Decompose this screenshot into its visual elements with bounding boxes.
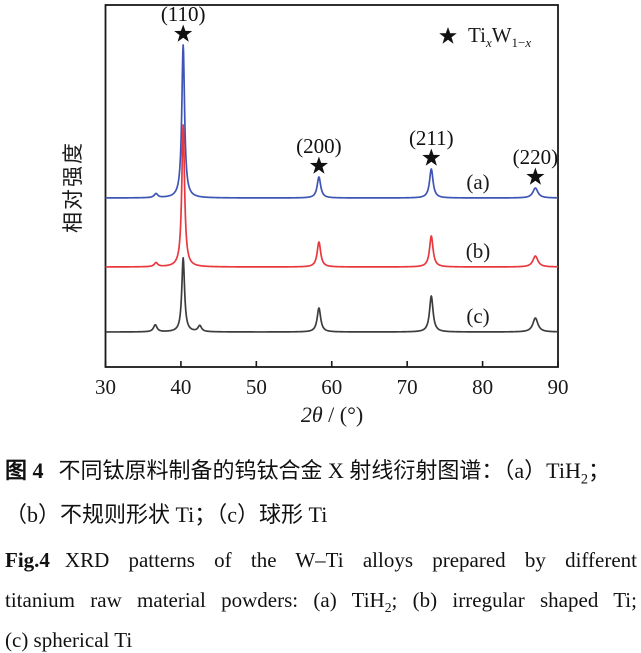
star-marker <box>526 167 545 185</box>
star-marker <box>309 156 328 174</box>
series-label-c: (c) <box>466 304 489 328</box>
plot-frame <box>104 4 559 368</box>
star-marker <box>422 148 441 166</box>
x-tick-label: 90 <box>548 375 569 399</box>
plot-canvas: 30 40 50 60 70 80 90 (a) (b) (c) (110) (200) (211) (2… <box>95 2 569 399</box>
star-marker <box>174 24 193 42</box>
legend: TixW1−x <box>438 23 532 51</box>
xrd-chart: 30 40 50 60 70 80 90 (a) (b) (c) (110) (200) (211) (2… <box>61 2 569 428</box>
caption-en-line3: (c) spherical Ti <box>5 628 133 652</box>
caption-zh-line1: 图 4 不同钛原料制备的钨钛合金 X 射线衍射图谱：（a）TiH2； <box>5 458 611 488</box>
caption-zh-fig-label: 图 4 <box>5 458 44 483</box>
caption-en-fig-label: Fig.4 <box>5 548 50 572</box>
x-axis-label: 2θ / (°) <box>301 402 363 428</box>
xrd-curve-a <box>105 44 559 199</box>
x-tick-label: 70 <box>397 375 418 399</box>
star-icon <box>439 26 457 44</box>
legend-formula: TixW1−x <box>468 23 532 51</box>
caption-zh-line2: （b）不规则形状 Ti；（c）球形 Ti <box>5 502 328 527</box>
peak-label: (200) <box>296 134 342 158</box>
xrd-curve-b <box>105 124 559 268</box>
peak-label: (211) <box>409 126 454 150</box>
x-tick-label: 30 <box>95 375 116 399</box>
x-axis-label-symbol: 2θ <box>300 402 323 427</box>
caption-en-line1: Fig.4 XRD patterns of the W–Ti alloys pre… <box>5 548 637 572</box>
figure-captions: 图 4 不同钛原料制备的钨钛合金 X 射线衍射图谱：（a）TiH2； （b）不规则… <box>5 449 637 653</box>
x-tick-label: 50 <box>246 375 267 399</box>
caption-en: Fig.4 XRD patterns of the W–Ti alloys pre… <box>5 540 637 653</box>
x-axis-label-unit: / (°) <box>322 402 364 427</box>
y-axis-label: 相对强度 <box>61 141 85 233</box>
series-label-a: (a) <box>466 170 489 194</box>
series-label-b: (b) <box>466 239 491 263</box>
x-tick-label: 40 <box>170 375 191 399</box>
xrd-curve-c <box>105 257 559 333</box>
peak-label: (110) <box>161 2 206 26</box>
peak-label: (220) <box>513 145 559 169</box>
x-tick-label: 60 <box>321 375 342 399</box>
caption-en-line2: titanium raw material powders: (a) TiH2;… <box>5 588 637 616</box>
x-tick-label: 80 <box>472 375 493 399</box>
